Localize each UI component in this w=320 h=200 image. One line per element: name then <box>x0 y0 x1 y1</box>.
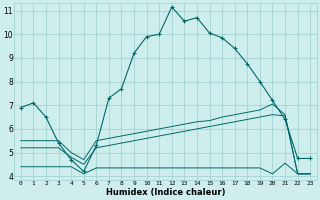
X-axis label: Humidex (Indice chaleur): Humidex (Indice chaleur) <box>106 188 225 197</box>
